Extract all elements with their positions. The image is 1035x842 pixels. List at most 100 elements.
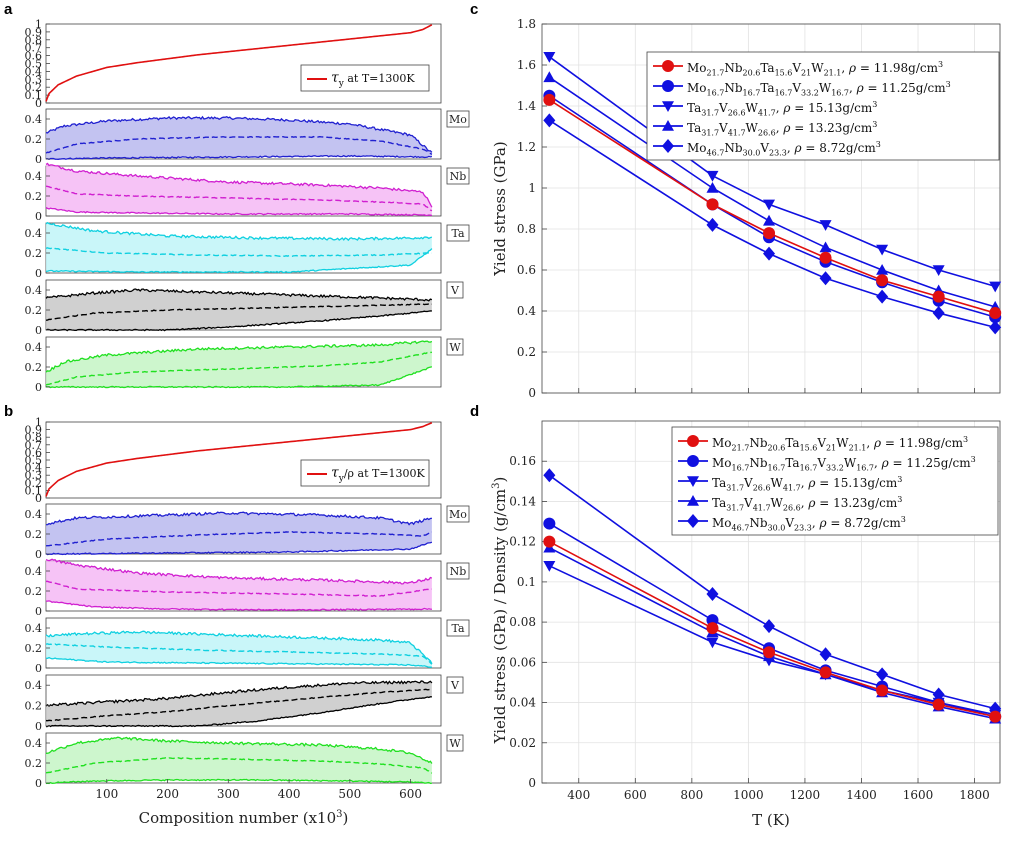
d-ylabel: Yield stress (GPa) / Density (g/cm3) xyxy=(491,477,509,745)
c-series-0-point xyxy=(543,93,556,106)
c-series-0-point xyxy=(876,274,889,287)
a-Nb-min-line xyxy=(45,206,433,217)
d-ytick-label: 0.04 xyxy=(509,696,536,710)
a-Nb-label-box xyxy=(446,167,470,185)
a-top-ytick-label: 1 xyxy=(35,18,42,31)
a-V-ytick-label: 0 xyxy=(35,324,42,337)
a-Mo-min-line xyxy=(45,154,433,161)
c-ytick-label: 0.4 xyxy=(517,304,536,318)
c-ytick-label: 1.8 xyxy=(517,17,536,31)
c-series-2-point xyxy=(543,52,556,63)
a-Mo-ytick-label: 0.2 xyxy=(25,133,43,146)
d-xtick-label: 1600 xyxy=(903,788,934,802)
b-Ta-label: Ta xyxy=(451,622,464,635)
b-W-mean-line xyxy=(45,756,433,774)
d-xtick-label: 600 xyxy=(624,788,647,802)
a-V-mean-line xyxy=(45,303,432,321)
d-series-0-point xyxy=(706,622,719,635)
c-legend-marker-3 xyxy=(662,120,674,131)
c-series-4-point xyxy=(819,271,832,286)
c-series-2-point xyxy=(819,220,832,231)
a-W-ytick-label: 0 xyxy=(35,381,42,394)
b-Ta-range-area xyxy=(46,631,432,668)
c-series-2-point xyxy=(763,199,776,211)
a-top-ytick-label: 0.2 xyxy=(25,81,43,94)
d-series-4-point xyxy=(876,667,889,682)
b-top-ytick-label: 0.8 xyxy=(25,431,43,444)
b-Nb-mean-line xyxy=(45,580,433,597)
d-ytick-label: 0.14 xyxy=(509,494,536,508)
b-V-label-box xyxy=(446,676,464,694)
b-Nb-min-line xyxy=(45,600,432,612)
c-series-2-point xyxy=(932,265,945,276)
c-series-3-point xyxy=(763,214,776,226)
b-W-ytick-label: 0 xyxy=(35,777,42,790)
a-Nb-ytick-label: 0.2 xyxy=(25,190,43,203)
b-V-max-line xyxy=(45,680,433,707)
b-V-mean-line xyxy=(45,688,432,722)
a-Ta-ytick-label: 0 xyxy=(35,267,42,280)
c-ytick-label: 0.6 xyxy=(517,263,536,277)
b-W-label: W xyxy=(449,737,461,750)
b-strength-curve xyxy=(45,422,433,497)
d-series-1-point xyxy=(543,517,556,530)
d-series-0-point xyxy=(543,535,556,548)
b-Nb-ytick-label: 0.2 xyxy=(25,585,43,598)
b-Ta-ytick-label: 0.2 xyxy=(25,642,43,655)
b-Mo-mean-line xyxy=(45,530,433,547)
b-W-max-line xyxy=(45,736,433,764)
c-series-4-point xyxy=(989,320,1002,335)
c-ytick-label: 0.8 xyxy=(517,222,536,236)
a-Ta-label: Ta xyxy=(451,227,464,240)
c-legend-label-0: Mo21.7Nb20.6Ta15.6V21W21.1, ρ = 11.98g/c… xyxy=(687,60,943,76)
a-top-ytick-label: 0.9 xyxy=(25,26,43,39)
c-series-4-point xyxy=(543,113,556,128)
c-series-0-point xyxy=(932,290,945,303)
d-series-4-point xyxy=(819,647,832,662)
b-Mo-ytick-label: 0 xyxy=(35,548,42,561)
d-xtick-label: 800 xyxy=(680,788,703,802)
a-Ta-ytick-label: 0.4 xyxy=(25,227,43,240)
c-legend-marker-1 xyxy=(662,80,674,92)
d-xtick-label: 1000 xyxy=(733,788,764,802)
c-series-4-point xyxy=(876,289,889,304)
b-top-ytick-label: 0.5 xyxy=(25,454,43,467)
b-top-ytick-label: 0.1 xyxy=(25,484,43,497)
d-series-0-point xyxy=(876,684,889,697)
b-V-ytick-label: 0.4 xyxy=(25,679,43,692)
b-xtick-label: 200 xyxy=(156,787,179,801)
a-V-min-line xyxy=(45,310,432,332)
c-series-2-point xyxy=(989,281,1002,293)
b-V-ytick-label: 0 xyxy=(35,720,42,733)
a-top-ytick-label: 0.3 xyxy=(25,73,43,86)
d-ytick-label: 0.1 xyxy=(517,575,536,589)
b-Nb-max-line xyxy=(45,558,433,585)
b-xtick-label: 100 xyxy=(95,787,118,801)
a-V-ytick-label: 0.2 xyxy=(25,304,43,317)
panel-letter-c: c xyxy=(470,1,478,18)
c-ytick-label: 0 xyxy=(528,386,536,400)
panel-d-specific-yield-chart: 0 0.02 0.04 0.06 0.08 0.1 0.12 0.14 0.16 400 600 80… xyxy=(491,420,1002,829)
c-series-0-point xyxy=(989,307,1002,320)
d-legend-marker-4 xyxy=(687,514,699,528)
c-legend-label-1: Mo16.7Nb16.7Ta16.7V33.2W16.7, ρ = 11.25g… xyxy=(687,80,951,96)
b-V-label: V xyxy=(450,679,460,692)
a-Mo-range-area xyxy=(46,116,432,160)
a-W-max-line xyxy=(45,340,433,373)
c-legend-label-2: Ta31.7V26.6W41.7, ρ = 15.13g/cm3 xyxy=(687,100,877,116)
d-series-2-point xyxy=(543,561,556,572)
a-W-min-line xyxy=(45,366,433,389)
a-strength-curve xyxy=(45,24,433,102)
d-series-0-point xyxy=(932,698,945,711)
c-ytick-label: 1.6 xyxy=(517,58,536,72)
d-series-0-point xyxy=(989,710,1002,723)
b-V-min-line xyxy=(45,696,432,728)
d-series-0-point xyxy=(819,666,832,679)
a-top-ytick-label: 0.1 xyxy=(25,89,43,102)
b-W-range-area xyxy=(46,737,432,784)
b-top-ytick-label: 1 xyxy=(35,416,42,429)
c-ytick-label: 1 xyxy=(528,181,536,195)
c-series-3-point xyxy=(819,241,832,253)
